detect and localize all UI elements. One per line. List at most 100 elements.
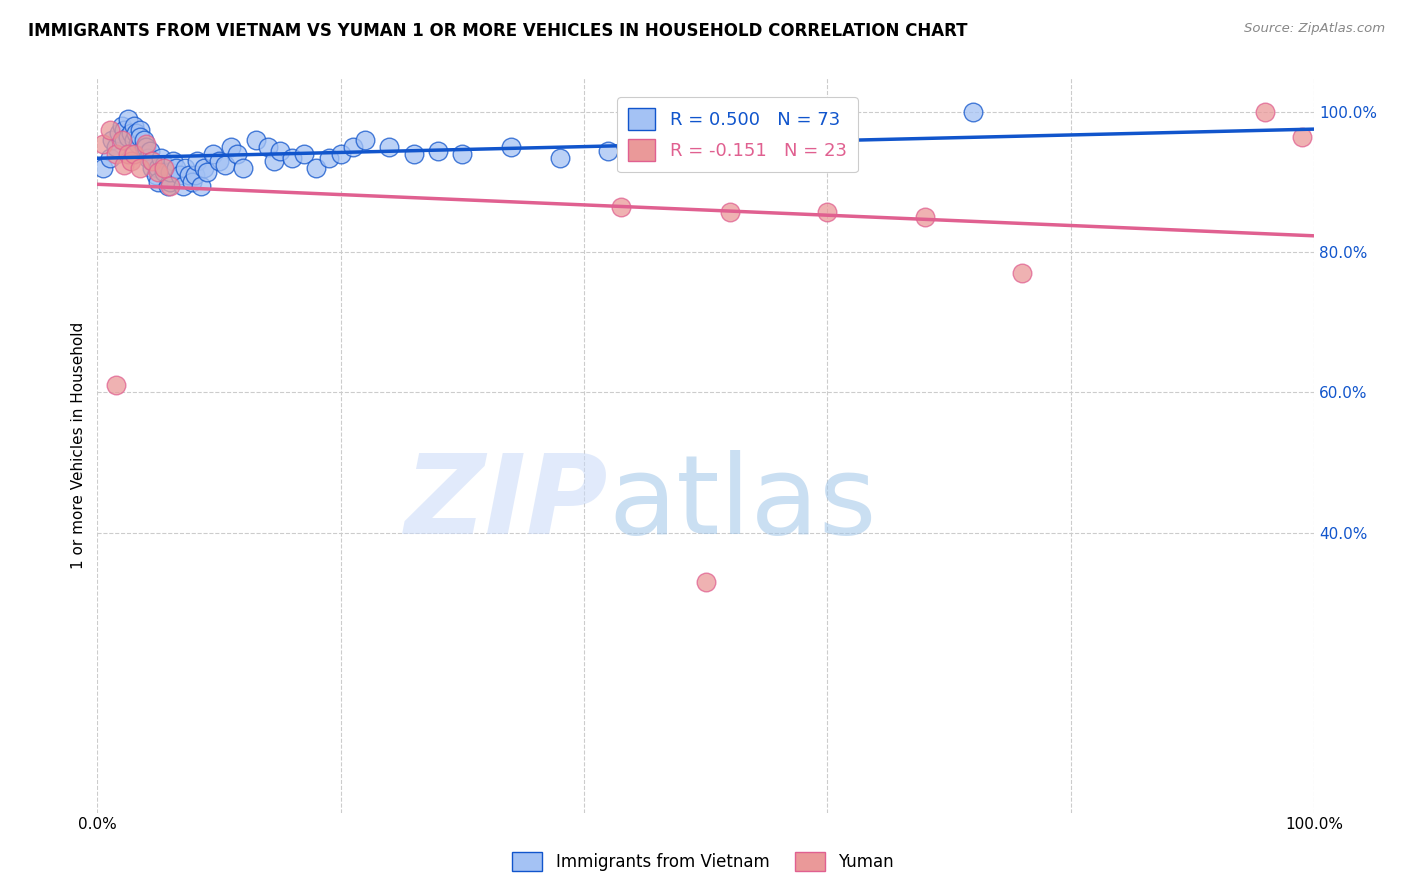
Point [145,169,167,183]
Point [112,123,135,137]
Point [108,127,131,141]
Point [129,161,152,176]
Point [135,140,157,154]
Point [125,127,148,141]
Point [245,133,267,147]
Point [548,151,571,165]
Point [127,136,149,151]
Point [183,169,205,183]
Point [186,154,208,169]
Point [132,133,155,147]
Point [378,140,401,154]
Point [342,140,364,154]
Point [201,147,224,161]
Point [104,140,127,154]
Point [141,161,163,176]
Point [117,147,139,161]
Point [149,151,172,165]
Point [111,133,134,147]
Text: IMMIGRANTS FROM VIETNAM VS YUMAN 1 OR MORE VEHICLES IN HOUSEHOLD CORRELATION CHA: IMMIGRANTS FROM VIETNAM VS YUMAN 1 OR MO… [28,22,967,40]
Point [120,127,142,141]
Point [156,178,179,193]
Point [112,133,135,147]
Point [214,158,236,172]
Point [162,154,184,169]
Point [98,123,121,137]
Point [153,158,176,172]
Point [111,120,134,134]
Point [153,165,176,179]
Point [129,130,152,145]
Point [226,147,249,161]
Point [122,133,145,147]
Point [962,105,984,120]
Point [354,133,377,147]
Point [193,161,215,176]
Point [98,151,121,165]
Point [141,154,163,169]
Point [195,165,218,179]
Point [427,144,450,158]
Point [148,165,170,179]
Point [159,165,181,179]
Point [169,169,191,183]
Point [148,176,170,190]
Point [695,133,717,147]
Point [120,154,142,169]
Point [815,205,838,219]
Point [232,161,254,176]
Point [292,147,315,161]
Point [122,147,145,161]
Legend: R = 0.500   N = 73, R = -0.151   N = 23: R = 0.500 N = 73, R = -0.151 N = 23 [617,97,858,172]
Text: atlas: atlas [609,450,877,558]
Point [104,147,127,161]
Point [101,133,124,147]
Point [695,574,717,589]
Point [718,205,741,219]
Point [165,161,187,176]
Point [122,120,145,134]
Point [129,123,152,137]
Point [112,158,135,172]
Point [148,161,170,176]
Point [93,136,115,151]
Point [329,147,352,161]
Point [172,178,194,193]
Point [263,154,285,169]
Point [451,147,474,161]
Point [609,200,631,214]
Point [135,147,157,161]
Point [177,169,200,183]
Point [914,211,936,225]
Legend: Immigrants from Vietnam, Yuman: Immigrants from Vietnam, Yuman [505,843,901,880]
Point [190,178,212,193]
Point [138,151,160,165]
Point [159,176,181,190]
Point [141,154,163,169]
Point [402,147,425,161]
Point [181,176,204,190]
Point [269,144,291,158]
Point [499,140,522,154]
Point [1011,267,1033,281]
Point [132,140,155,154]
Text: ZIP: ZIP [405,450,609,558]
Point [281,151,304,165]
Point [159,178,181,193]
Point [208,154,231,169]
Point [256,140,278,154]
Point [219,140,242,154]
Text: Source: ZipAtlas.com: Source: ZipAtlas.com [1244,22,1385,36]
Point [1254,105,1277,120]
Point [318,151,340,165]
Point [1291,130,1313,145]
Point [117,130,139,145]
Point [135,136,157,151]
Point [174,161,197,176]
Point [93,161,115,176]
Point [104,378,127,392]
Point [305,161,328,176]
Point [598,144,620,158]
Point [153,161,176,176]
Point [117,112,139,127]
